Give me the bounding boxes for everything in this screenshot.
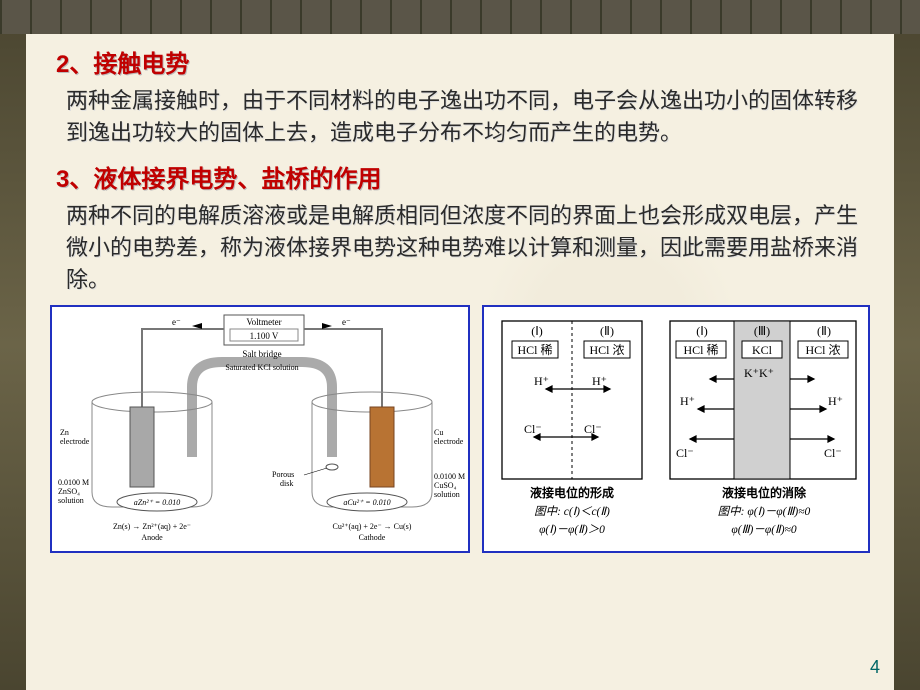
cathode-eq: Cu²⁺(aq) + 2e⁻ → Cu(s): [333, 522, 412, 531]
rp-kk: K⁺K⁺: [744, 366, 774, 380]
figure-row: Voltmeter 1.100 V e⁻ e⁻ Salt bridge Satu…: [0, 305, 920, 553]
rp-box3: HCl 浓: [805, 343, 840, 357]
e-left: e⁻: [172, 317, 181, 327]
liquid-junction-figure: (Ⅰ) (Ⅱ) HCl 稀 HCl 浓 H⁺ Cl⁻ H⁺ Cl⁻ 液接电位: [482, 305, 870, 553]
rp-cl-l: Cl⁻: [676, 446, 694, 460]
cathode-label: Cathode: [359, 533, 386, 542]
lp-box2: HCl 浓: [589, 343, 624, 357]
cu-conc-label: 0.0100 MCuSO₄solution: [434, 472, 465, 499]
lp-note2: φ(Ⅰ)－φ(Ⅱ)＞0: [539, 524, 605, 536]
zn-electrode-label: Znelectrode: [60, 428, 90, 446]
section2-body: 两种金属接触时，由于不同材料的电子逸出功不同，电子会从逸出功小的固体转移到逸出功…: [66, 85, 864, 149]
lp-col1: (Ⅰ): [531, 324, 543, 338]
section2-heading: 2、接触电势: [56, 44, 864, 79]
lp-note1: 图中: c(Ⅰ)＜c(Ⅱ): [534, 505, 610, 518]
section3-body: 两种不同的电解质溶液或是电解质相同但浓度不同的界面上也会形成双电层，产生微小的电…: [66, 200, 864, 296]
lp-title: 液接电位的形成: [530, 485, 614, 500]
porous-label: Porousdisk: [272, 470, 294, 488]
rp-h-l: H⁺: [680, 394, 695, 408]
zn-conc-label: 0.0100 MZnSO₄solution: [58, 478, 89, 505]
rp-note2: φ(Ⅲ)－φ(Ⅱ)≈0: [731, 524, 796, 536]
page-number: 4: [870, 657, 880, 678]
rp-cl-r: Cl⁻: [824, 446, 842, 460]
anode-label: Anode: [141, 533, 163, 542]
section3-heading: 3、液体接界电势、盐桥的作用: [56, 159, 864, 194]
salt-solution-label: Saturated KCl solution: [225, 363, 298, 372]
rp-col2: (Ⅲ): [754, 324, 770, 338]
anode-eq: Zn(s) → Zn²⁺(aq) + 2e⁻: [113, 522, 191, 531]
decorative-border-right: [894, 0, 920, 690]
decorative-border-top: [0, 0, 920, 34]
rp-h-r: H⁺: [828, 394, 843, 408]
rp-col3: (Ⅱ): [817, 324, 831, 338]
rp-box1: HCl 稀: [683, 343, 718, 357]
lp-cl-right: Cl⁻: [584, 422, 602, 436]
rp-title: 液接电位的消除: [722, 485, 807, 500]
a-zn-label: aZn²⁺ = 0.010: [134, 498, 180, 507]
rp-box2: KCl: [752, 343, 773, 357]
e-right: e⁻: [342, 317, 351, 327]
lp-h-left: H⁺: [534, 374, 549, 388]
cu-electrode-label: Cuelectrode: [434, 428, 464, 446]
rp-col1: (Ⅰ): [696, 324, 708, 338]
slide-content: 2、接触电势 两种金属接触时，由于不同材料的电子逸出功不同，电子会从逸出功小的固…: [0, 0, 920, 295]
decorative-border-left: [0, 0, 26, 690]
lp-col2: (Ⅱ): [600, 324, 614, 338]
voltage-value: 1.100 V: [250, 331, 279, 341]
voltmeter-label: Voltmeter: [246, 317, 281, 327]
lp-cl-left: Cl⁻: [524, 422, 542, 436]
galvanic-cell-figure: Voltmeter 1.100 V e⁻ e⁻ Salt bridge Satu…: [50, 305, 470, 553]
lp-h-right: H⁺: [592, 374, 607, 388]
lp-box1: HCl 稀: [517, 343, 552, 357]
a-cu-label: aCu²⁺ = 0.010: [343, 498, 390, 507]
rp-note1: 图中: φ(Ⅰ)－φ(Ⅲ)≈0: [718, 505, 811, 518]
salt-bridge-label: Salt bridge: [242, 349, 281, 359]
